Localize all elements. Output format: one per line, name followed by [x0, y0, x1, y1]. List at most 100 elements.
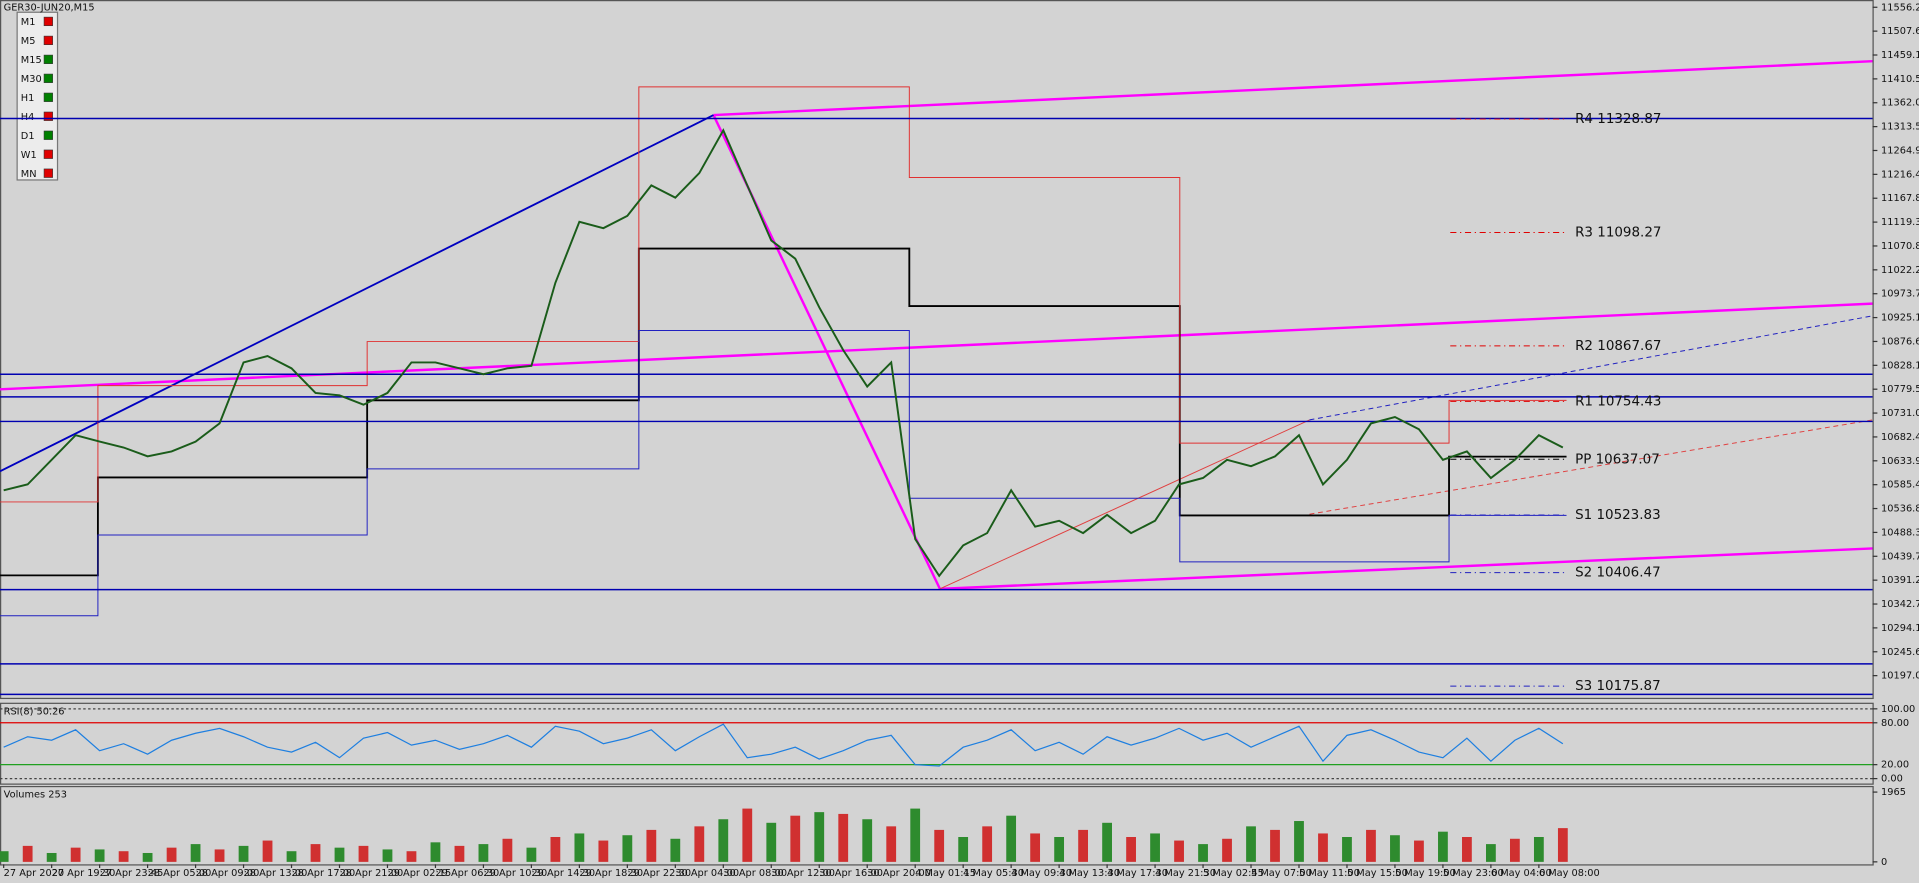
y-tick-label: 10245.63: [1881, 647, 1919, 658]
y-tick-label: 10391.25: [1881, 575, 1919, 586]
x-tick-label: 5 May 15:00: [1347, 868, 1408, 879]
y-tick-label: 11362.05: [1881, 98, 1919, 109]
volume-bar: [262, 840, 273, 862]
volume-bar: [862, 819, 873, 862]
volume-bar: [22, 845, 33, 862]
volume-bar: [574, 833, 585, 862]
volume-bar: [1126, 837, 1136, 862]
y-tick-label: 10925.19: [1881, 313, 1919, 324]
volume-bar: [430, 842, 441, 862]
volume-bar: [1486, 844, 1496, 862]
volume-bar: [1102, 822, 1112, 862]
timeframe-status: [43, 111, 53, 121]
volume-bar: [214, 849, 225, 862]
volume-bar: [1509, 838, 1520, 862]
volume-bar: [1222, 838, 1232, 862]
volume-bar: [1246, 826, 1256, 862]
volume-bar: [526, 847, 537, 862]
y-tick-label: 11507.67: [1881, 26, 1919, 37]
x-tick-label: 27 Apr 19:30: [52, 868, 116, 879]
x-tick-label: 6 May 08:00: [1539, 868, 1600, 879]
x-tick-label: 5 May 07:00: [1251, 868, 1312, 879]
y-tick-label: 80.00: [1881, 718, 1909, 729]
y-tick-label: 11167.89: [1881, 193, 1919, 204]
volume-bar: [838, 813, 849, 862]
y-tick-label: 10439.79: [1881, 551, 1919, 562]
y-tick-label: 11022.27: [1881, 265, 1919, 276]
x-tick-label: 5 May 19:00: [1395, 868, 1456, 879]
timeframe-status: [43, 16, 53, 27]
timeframe-label: H4: [21, 112, 35, 123]
timeframe-status: [43, 73, 53, 83]
x-tick-label: 28 Apr 13:00: [244, 868, 308, 879]
y-tick-label: 10633.95: [1881, 456, 1919, 467]
pivot-label: R3 11098.27: [1575, 225, 1661, 240]
y-tick-label: 10876.65: [1881, 336, 1919, 347]
volume-bar: [814, 812, 825, 862]
x-tick-label: 29 Apr 02:15: [387, 868, 451, 879]
y-tick-label: 0: [1881, 857, 1887, 868]
volume-bar: [358, 845, 369, 862]
volume-bar: [646, 829, 657, 862]
y-tick-label: 10973.73: [1881, 289, 1919, 300]
volume-bar: [1438, 831, 1448, 862]
volume-bar: [1318, 833, 1328, 862]
x-tick-label: 30 Apr 16:00: [819, 868, 883, 879]
x-tick-label: 29 Apr 10:30: [483, 868, 547, 879]
volume-bar: [742, 808, 753, 862]
volume-bar: [886, 826, 897, 862]
timeframe-status: [43, 130, 53, 140]
volume-bar: [286, 851, 297, 862]
y-tick-label: 10731.03: [1881, 408, 1919, 419]
pivot-step: [0, 247, 1567, 577]
x-tick-label: 4 May 01:15: [915, 868, 976, 879]
volume-bar: [502, 838, 513, 862]
volume-bar: [70, 847, 81, 862]
pivot-label: S2 10406.47: [1575, 566, 1661, 581]
x-tick-label: 4 May 09:30: [1011, 868, 1072, 879]
timeframe-status: [43, 35, 53, 45]
y-tick-label: 10197.09: [1881, 671, 1919, 682]
volume-bar: [598, 840, 609, 862]
volume-bar: [406, 851, 417, 862]
x-tick-label: 28 Apr 05:00: [148, 868, 212, 879]
timeframe-status: [43, 168, 53, 178]
x-tick-label: 27 Apr 23:45: [100, 868, 164, 879]
y-tick-label: 11119.35: [1881, 217, 1919, 228]
volume-bar: [934, 829, 945, 862]
y-tick-label: 11313.51: [1881, 122, 1919, 133]
price-line: [3, 723, 1564, 767]
price-line: [3, 128, 1564, 578]
volume-bar: [1054, 837, 1065, 862]
x-tick-label: 5 May 23:00: [1443, 868, 1504, 879]
timeframe-status: [43, 149, 53, 159]
pivot-label: S3 10175.87: [1575, 679, 1661, 694]
volume-bar: [1030, 833, 1041, 862]
x-tick-label: 30 Apr 08:00: [723, 868, 787, 879]
x-tick-label: 4 May 13:30: [1059, 868, 1120, 879]
pivot-label: R2 10867.67: [1575, 339, 1661, 354]
y-tick-label: 0.00: [1881, 774, 1903, 785]
y-tick-label: 20.00: [1881, 760, 1909, 771]
volume-bar: [550, 837, 561, 862]
volume-bar: [694, 826, 705, 862]
trend-lines: [0, 59, 1873, 617]
volume-bar: [1390, 835, 1400, 862]
rsi-panel: [0, 702, 1874, 785]
volume-bar: [766, 822, 777, 862]
timeframe-panel: M1 M5 M15 M30 H1 H4 D1 W1 MN: [16, 11, 59, 181]
volume-bar: [1006, 815, 1017, 862]
x-tick-label: 5 May 11:00: [1299, 868, 1360, 879]
volume-bar: [910, 808, 921, 862]
x-tick-label: 29 Apr 22:30: [627, 868, 691, 879]
volume-bar: [310, 844, 321, 862]
volume-bar: [190, 844, 201, 862]
timeframe-status: [43, 92, 53, 102]
support-step: [0, 330, 1567, 617]
y-tick-label: 10488.33: [1881, 527, 1919, 538]
volume-bar: [478, 844, 489, 862]
y-tick-label: 10536.87: [1881, 504, 1919, 515]
y-tick-label: 1965: [1881, 787, 1906, 798]
volume-bar: [382, 849, 393, 862]
